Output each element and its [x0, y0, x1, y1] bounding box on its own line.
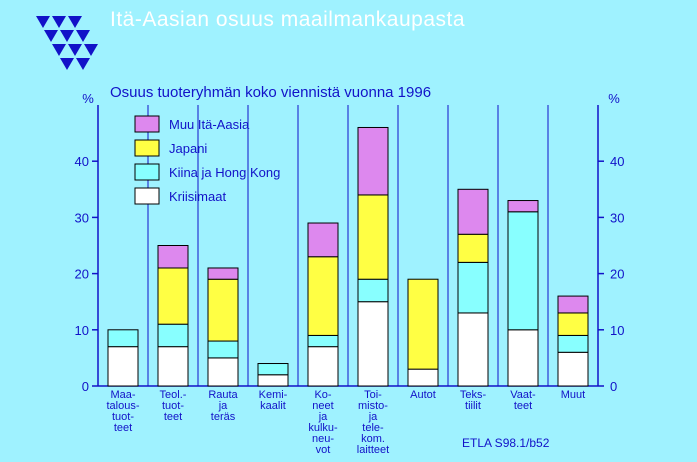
bar-segment [557, 351, 589, 387]
bar-segment [407, 278, 439, 370]
bar-segment [407, 368, 439, 387]
y-unit-left: % [82, 91, 94, 106]
x-tick-label: teet [164, 411, 182, 423]
x-tick-label: teet [514, 400, 532, 412]
x-tick-label: kom. [361, 433, 385, 445]
x-tick-label: Maa- [110, 389, 135, 401]
bar-segment [257, 363, 289, 376]
bar-segment [507, 211, 539, 331]
x-tick-label: neu- [312, 433, 334, 445]
legend-label: Japani [169, 141, 207, 156]
bar-segment [357, 194, 389, 280]
y-tick-label-right: 0 [610, 379, 617, 394]
x-tick-label: Autot [410, 389, 436, 401]
x-tick-label: tuot- [162, 400, 184, 412]
bar-segment [207, 340, 239, 359]
y-tick-label-right: 30 [610, 210, 624, 225]
x-tick-label: tiilit [465, 400, 481, 412]
bar-segment [307, 334, 339, 348]
y-tick-label-right: 20 [610, 267, 624, 282]
y-tick-label-right: 10 [610, 323, 624, 338]
y-tick-label-left: 30 [75, 210, 89, 225]
x-tick-label: Vaat- [510, 389, 536, 401]
source-note: ETLA S98.1/b52 [462, 436, 550, 450]
x-tick-label: teet [114, 422, 132, 434]
x-tick-label: Ko- [314, 389, 331, 401]
bar-segment [557, 295, 589, 314]
x-tick-label: ja [318, 411, 328, 423]
bar-segment [457, 188, 489, 235]
y-tick-label-right: 40 [610, 154, 624, 169]
bar-segment [307, 222, 339, 258]
bar-segment [357, 301, 389, 387]
bar-segment [207, 357, 239, 387]
bar-segment [207, 267, 239, 280]
bar-segment [107, 329, 139, 348]
legend-swatch [134, 163, 160, 181]
x-tick-label: laitteet [357, 444, 389, 456]
x-tick-label: Muut [561, 389, 585, 401]
chart-subtitle: Osuus tuoteryhmän koko viennistä vuonna … [110, 84, 432, 101]
bar-segment [157, 323, 189, 348]
bar-segment [457, 233, 489, 263]
x-tick-label: ja [218, 400, 228, 412]
x-tick-label: Rauta [208, 389, 238, 401]
bar-segment [457, 312, 489, 387]
x-tick-label: neet [312, 400, 333, 412]
legend-label: Muu Itä-Aasia [169, 117, 250, 132]
legend-label: Kriisimaat [169, 189, 226, 204]
x-tick-label: misto- [358, 400, 388, 412]
bar-segment [307, 256, 339, 336]
legend-swatch [134, 139, 160, 157]
bar-segment [207, 278, 239, 342]
x-tick-label: tele- [362, 422, 384, 434]
x-tick-label: Kemi- [259, 389, 288, 401]
bar-segment [157, 267, 189, 325]
x-tick-label: teräs [211, 411, 236, 423]
bar-segment [357, 126, 389, 196]
x-tick-label: Toi- [364, 389, 382, 401]
bar-segment [507, 329, 539, 387]
x-tick-label: talous- [106, 400, 139, 412]
bar-segment [107, 346, 139, 387]
bar-segment [157, 245, 189, 269]
bar-segment [357, 278, 389, 303]
bar-segment [557, 334, 589, 353]
x-tick-label: ja [368, 411, 378, 423]
bar-segment [507, 200, 539, 213]
y-tick-label-left: 10 [75, 323, 89, 338]
y-tick-label-left: 40 [75, 154, 89, 169]
x-tick-label: Teks- [460, 389, 487, 401]
legend-label: Kiina ja Hong Kong [169, 165, 280, 180]
bar-segment [457, 261, 489, 314]
y-tick-label-left: 0 [82, 379, 89, 394]
page-title: Itä-Aasian osuus maailmankaupasta [110, 8, 466, 31]
x-tick-label: kulku- [308, 422, 338, 434]
bar-segment [307, 346, 339, 387]
x-tick-label: tuot- [112, 411, 134, 423]
legend-swatch [134, 115, 160, 133]
x-tick-label: vot [316, 444, 331, 456]
etla-logo-icon [36, 16, 98, 70]
x-tick-label: Teol.- [160, 389, 187, 401]
bar-segment [557, 312, 589, 336]
legend-swatch [134, 187, 160, 205]
x-tick-label: kaalit [260, 400, 286, 412]
bar-segment [257, 374, 289, 387]
y-unit-right: % [608, 91, 620, 106]
bar-segment [157, 346, 189, 387]
y-tick-label-left: 20 [75, 267, 89, 282]
